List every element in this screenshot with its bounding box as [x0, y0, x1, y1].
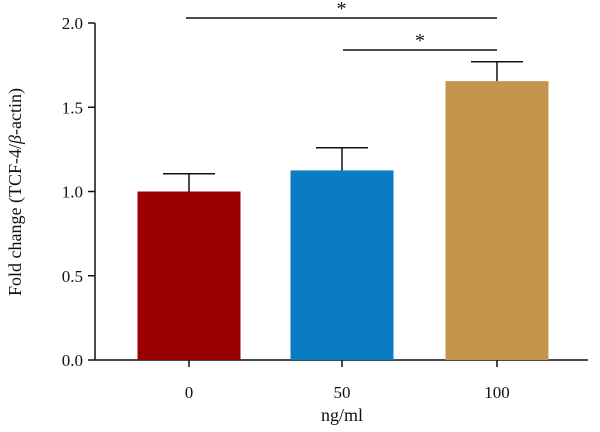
y-tick-label: 0.0: [62, 351, 83, 370]
bar-100: [445, 81, 549, 360]
x-axis-title: ng/ml: [321, 405, 363, 425]
bar-0: [137, 191, 241, 360]
y-tick-label: 0.5: [62, 267, 83, 286]
y-tick-label: 1.5: [62, 98, 83, 117]
y-axis-title: Fold change (TCF-4/β-actin): [5, 88, 26, 296]
y-axis-title-italic: β: [5, 135, 25, 145]
y-tick-label: 2.0: [62, 14, 83, 33]
x-tick-label: 0: [185, 383, 194, 402]
significance-brackets: **: [186, 0, 497, 52]
significance-label: *: [415, 30, 425, 52]
y-axis-title-suffix: -actin): [5, 88, 26, 135]
error-bars: [163, 61, 523, 192]
x-tick-label: 50: [334, 383, 351, 402]
y-axis: 0.0 0.5 1.0 1.5 2.0: [62, 14, 96, 370]
y-axis-title-prefix: Fold change (TCF-4/: [5, 144, 26, 296]
bars: [137, 81, 549, 360]
x-tick-label: 100: [484, 383, 510, 402]
x-axis: 0 50 100: [95, 359, 588, 402]
significance-label: *: [337, 0, 347, 20]
y-tick-label: 1.0: [62, 183, 83, 202]
bar-50: [290, 170, 394, 360]
